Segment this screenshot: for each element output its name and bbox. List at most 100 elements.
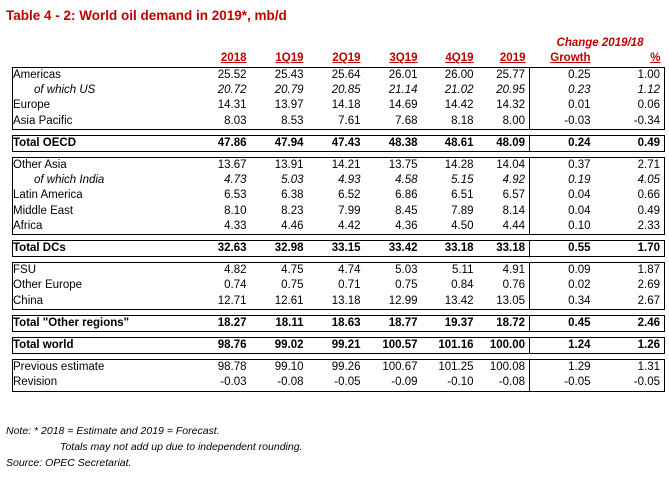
cell-2018: 20.72 [217, 84, 247, 97]
cell-2q19: 4.93 [338, 174, 361, 187]
total-row: Total OECD 47.86 47.94 47.43 48.38 48.61 48.09… [12, 134, 665, 153]
cell-2019: 100.00 [477, 337, 530, 355]
cell-4q19: 5.11 [421, 262, 478, 279]
row-label: Europe [12, 98, 193, 114]
cell-pct: 2.33 [594, 218, 665, 236]
cell-growth: 0.23 [568, 84, 591, 97]
cell-growth: 0.04 [568, 189, 591, 202]
table-body: Americas 25.52 25.43 25.64 26.01 26.00 25.77 0.… [12, 67, 665, 392]
cell-2019: 18.72 [477, 314, 530, 333]
column-header: 1Q19 [275, 52, 304, 65]
cell-2q19: 14.21 [307, 157, 365, 174]
table-row: China 12.71 12.61 13.18 12.99 13.42 13.05 0.34 2… [12, 293, 665, 310]
cell-pct: 1.26 [594, 337, 665, 355]
cell-4q19: 13.42 [421, 293, 478, 310]
cell-4q19: -0.10 [421, 375, 478, 392]
cell-2019: 33.18 [477, 240, 530, 258]
cell-2019: 4.91 [477, 262, 530, 279]
cell-2019: 14.04 [477, 157, 530, 174]
note-line: Note: * 2018 = Estimate and 2019 = Forec… [6, 425, 220, 437]
table-row: Americas 25.52 25.43 25.64 26.01 26.00 25.77 0.… [12, 67, 665, 84]
cell-pct: 1.70 [594, 240, 665, 258]
cell-1q19: 4.46 [250, 218, 308, 236]
cell-3q19: 4.58 [395, 174, 418, 187]
cell-3q19: 18.77 [364, 314, 422, 333]
table-row: Other Asia 13.67 13.91 14.21 13.75 14.28 14.04… [12, 157, 665, 174]
cell-2018: -0.03 [192, 375, 251, 392]
cell-4q19: 4.50 [421, 218, 478, 236]
cell-2018: 4.33 [192, 218, 251, 236]
column-header-blank [13, 51, 193, 68]
cell-2019: 8.00 [477, 113, 530, 130]
cell-2019: 25.77 [477, 67, 530, 84]
cell-pct: 2.69 [594, 278, 665, 294]
cell-pct: 0.66 [594, 188, 665, 204]
cell-4q19: 19.37 [421, 314, 478, 333]
cell-growth: -0.03 [529, 113, 595, 130]
cell-2018: 47.86 [192, 134, 251, 153]
cell-1q19: 0.75 [281, 279, 304, 292]
cell-growth: 0.34 [529, 293, 595, 310]
cell-3q19: 48.38 [364, 134, 422, 153]
table-row: Europe 14.31 13.97 14.18 14.69 14.42 14.32 0.01… [12, 98, 665, 114]
cell-growth: 1.29 [529, 359, 595, 376]
cell-growth: 0.09 [529, 262, 595, 279]
cell-2019: -0.08 [477, 375, 530, 392]
row-label: Total OECD [12, 134, 193, 153]
cell-2q19: 20.85 [331, 84, 361, 97]
cell-2q19: 0.71 [338, 279, 361, 292]
row-label: FSU [12, 262, 193, 279]
row-label: Total "Other regions" [12, 314, 193, 333]
cell-pct: 1.87 [594, 262, 665, 279]
row-label: Americas [12, 67, 193, 84]
table-row: Asia Pacific 8.03 8.53 7.61 7.68 8.18 8.00 -0.0… [12, 113, 665, 130]
row-label: Latin America [12, 188, 193, 204]
cell-3q19: 33.42 [364, 240, 422, 258]
cell-2019: 0.76 [477, 278, 530, 294]
cell-pct: -0.05 [594, 375, 665, 392]
cell-2q19: 99.26 [307, 359, 365, 376]
cell-3q19: 8.45 [395, 204, 418, 217]
cell-1q19: 99.02 [250, 337, 308, 355]
table-row: Latin America 6.53 6.38 6.52 6.86 6.51 6.57 0.0… [12, 188, 665, 204]
cell-4q19: 7.89 [451, 204, 474, 217]
cell-4q19: 14.42 [444, 99, 474, 112]
note-line: Source: OPEC Secretariat. [6, 457, 132, 469]
cell-pct: 2.71 [594, 157, 665, 174]
row-label: Total DCs [12, 240, 193, 258]
table-notes: Note: * 2018 = Estimate and 2019 = Forec… [6, 423, 302, 471]
cell-1q19: -0.08 [250, 375, 308, 392]
cell-growth: 1.24 [529, 337, 595, 355]
change-header: Change 2019/18 [556, 37, 644, 49]
cell-pct: 2.46 [594, 314, 665, 333]
cell-1q19: 4.75 [250, 262, 308, 279]
cell-2019: 100.08 [477, 359, 530, 376]
row-label: Asia Pacific [12, 113, 193, 130]
table-row: Previous estimate 98.78 99.10 99.26 100.67 10… [12, 359, 665, 376]
cell-3q19: 100.67 [364, 359, 422, 376]
row-label: of which India [12, 173, 193, 189]
cell-4q19: 0.84 [451, 279, 474, 292]
cell-pct: 0.49 [594, 134, 665, 153]
cell-growth: 0.24 [529, 134, 595, 153]
cell-3q19: -0.09 [364, 375, 422, 392]
row-label: Previous estimate [12, 359, 193, 376]
cell-1q19: 13.91 [250, 157, 308, 174]
column-header: 2Q19 [332, 52, 361, 65]
cell-2018: 18.27 [192, 314, 251, 333]
cell-2018: 4.73 [224, 174, 247, 187]
cell-growth: 0.02 [568, 279, 591, 292]
cell-2q19: 4.42 [307, 218, 365, 236]
row-label: Africa [12, 218, 193, 236]
cell-3q19: 26.01 [364, 67, 422, 84]
cell-2q19: 99.21 [307, 337, 365, 355]
cell-4q19: 101.16 [421, 337, 478, 355]
cell-1q19: 12.61 [250, 293, 308, 310]
cell-2q19: 47.43 [307, 134, 365, 153]
cell-2018: 6.53 [224, 189, 247, 202]
cell-3q19: 4.36 [364, 218, 422, 236]
cell-3q19: 7.68 [364, 113, 422, 130]
table-row: Middle East 8.10 8.23 7.99 8.45 7.89 8.14 0.04 0… [12, 203, 665, 219]
column-header: 4Q19 [445, 52, 474, 65]
cell-2018: 8.10 [224, 204, 247, 217]
